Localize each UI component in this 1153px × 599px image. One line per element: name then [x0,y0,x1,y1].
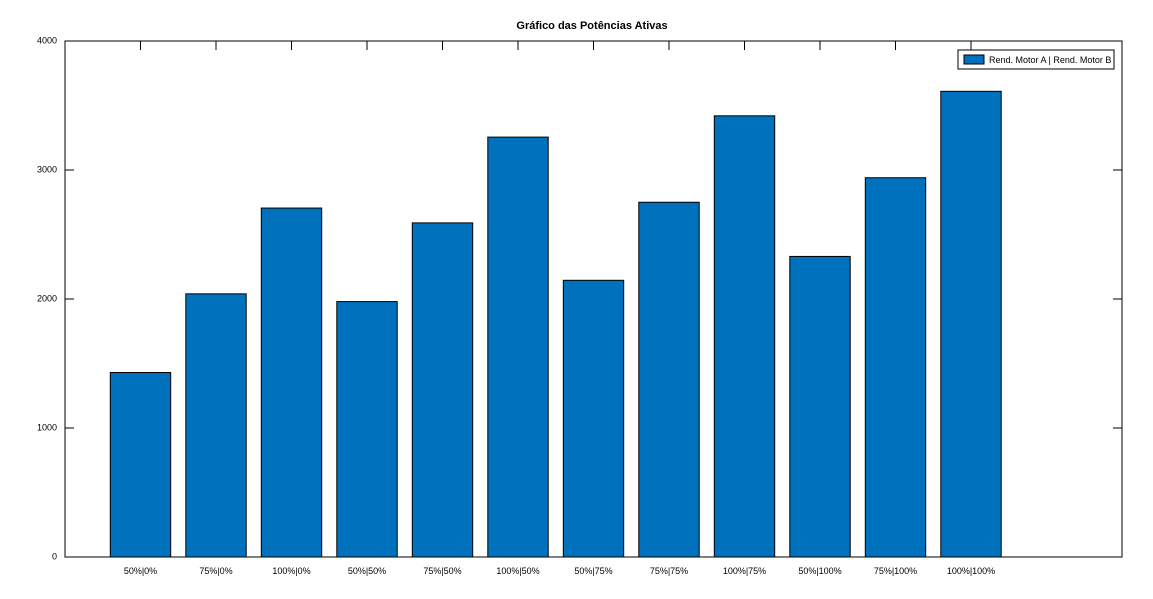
x-tick-label: 75%|100% [874,566,917,576]
bar[interactable] [487,136,549,558]
x-tick-label: 50%|50% [348,566,386,576]
bar[interactable] [562,279,625,558]
legend[interactable]: Rend. Motor A | Rend. Motor B [957,49,1115,70]
x-tick-label: 50%|0% [124,566,157,576]
bar[interactable] [411,222,474,558]
y-tick-label: 3000 [37,164,57,174]
x-tick-label: 75%|0% [199,566,232,576]
chart-title: Gráfico das Potências Ativas [516,20,667,32]
bar[interactable] [336,301,398,558]
y-tick-label: 0 [52,551,57,561]
y-tick-label: 2000 [37,293,57,303]
bar[interactable] [864,177,927,558]
x-tick-label: 75%|50% [423,566,461,576]
x-tick-label: 100%|50% [496,566,539,576]
x-tick-label: 100%|0% [272,566,310,576]
axes-frame [64,40,1123,558]
legend-swatch [963,54,985,65]
bar[interactable] [713,115,776,558]
x-tick-label: 50%|75% [574,566,612,576]
bar[interactable] [109,372,172,558]
x-axis: 50%|0% 75%|0% 100%|0% 50%|50% 75%|50% 100%|50… [124,41,995,576]
legend-box [957,49,1115,70]
bar[interactable] [940,90,1002,558]
x-tick-label: 75%|75% [650,566,688,576]
y-tick-label: 4000 [37,35,57,45]
bar-series [109,90,1002,558]
bar[interactable] [260,207,323,558]
x-tick-label: 100%|100% [947,566,995,576]
y-tick-label: 1000 [37,422,57,432]
x-tick-label: 100%|75% [723,566,766,576]
bar[interactable] [638,201,700,558]
x-tick-label: 50%|100% [798,566,841,576]
bar[interactable] [789,255,851,558]
bar[interactable] [185,293,247,558]
legend-label: Rend. Motor A | Rend. Motor B [989,55,1111,65]
